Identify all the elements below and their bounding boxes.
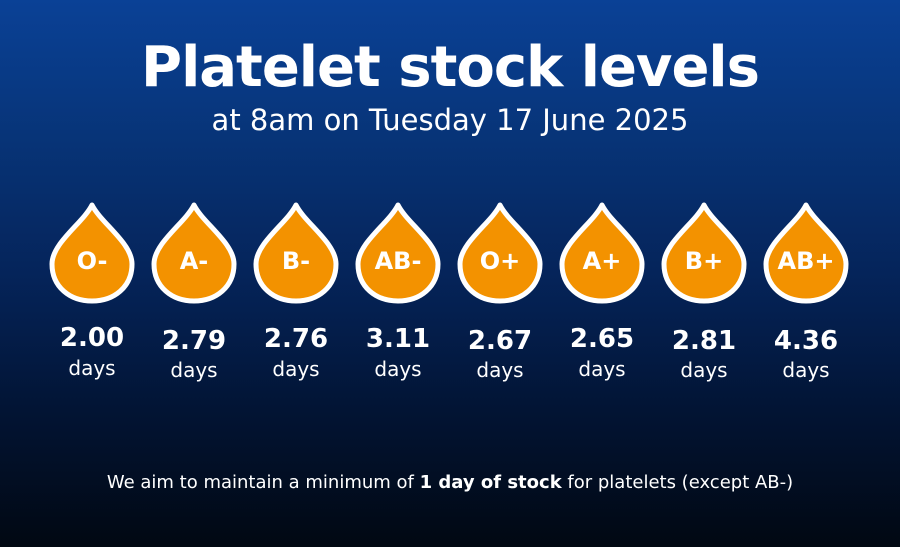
stock-unit-a-pos: days [578, 357, 626, 381]
blood-drop-ab-pos: AB+ [761, 201, 851, 305]
page-subtitle: at 8am on Tuesday 17 June 2025 [211, 103, 689, 137]
note-emphasis: 1 day of stock [419, 472, 562, 493]
stock-value-a-neg: 2.79 [161, 326, 227, 356]
stock-value-ab-neg: 3.11 [365, 324, 431, 354]
blood-drop-icon [151, 202, 237, 304]
stock-value-b-pos: 2.81 [671, 326, 737, 356]
stock-value-b-neg: 2.76 [263, 324, 329, 354]
blood-group-label: A+ [582, 247, 622, 275]
blood-drop-ab-neg: AB- [353, 201, 443, 305]
note-text-end: for platelets (except AB-) [561, 472, 794, 493]
blood-drop-icon [253, 202, 339, 304]
blood-drop-o-neg: O- [47, 201, 137, 305]
stock-unit-o-pos: days [476, 358, 524, 382]
blood-group-label: B+ [684, 247, 724, 275]
blood-drop-icon [559, 202, 645, 304]
blood-group-label: B- [281, 247, 311, 275]
blood-drop-a-neg: A- [149, 201, 239, 305]
stock-value-a-pos: 2.65 [569, 324, 635, 354]
blood-drop-icon [49, 202, 135, 304]
stock-unit-ab-neg: days [374, 357, 422, 381]
blood-group-label: AB+ [777, 247, 835, 275]
blood-group-label: O- [76, 247, 108, 275]
blood-group-label: A- [179, 247, 209, 275]
blood-drop-b-neg: B- [251, 201, 341, 305]
blood-drop-icon [457, 202, 543, 304]
blood-drop-a-pos: A+ [557, 201, 647, 305]
stock-value-ab-pos: 4.36 [773, 326, 839, 356]
minimum-stock-note: We aim to maintain a minimum of 1 day of… [0, 471, 900, 495]
stock-unit-b-pos: days [680, 358, 728, 382]
stock-value-o-neg: 2.00 [59, 323, 125, 353]
stock-unit-b-neg: days [272, 357, 320, 381]
blood-drop-icon [661, 202, 747, 304]
blood-group-label: AB- [374, 247, 422, 275]
blood-drop-b-pos: B+ [659, 201, 749, 305]
blood-drop-icon [355, 202, 441, 304]
stock-unit-a-neg: days [170, 358, 218, 382]
stock-unit-ab-pos: days [782, 358, 830, 382]
blood-drop-icon [763, 202, 849, 304]
stock-unit-o-neg: days [68, 356, 116, 380]
blood-group-label: O+ [479, 247, 521, 275]
stock-value-o-pos: 2.67 [467, 326, 533, 356]
note-text-start: We aim to maintain a minimum of [106, 472, 420, 493]
page-title: Platelet stock levels [141, 35, 760, 100]
blood-drop-o-pos: O+ [455, 201, 545, 305]
